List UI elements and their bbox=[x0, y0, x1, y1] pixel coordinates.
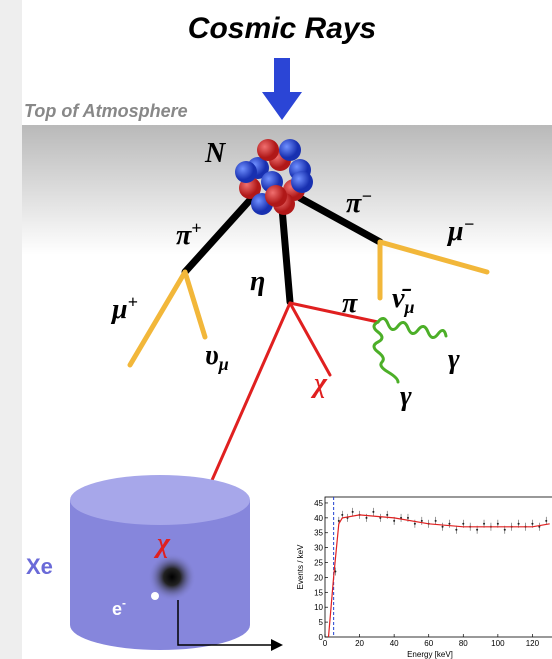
data-point bbox=[504, 529, 506, 531]
data-point bbox=[476, 529, 478, 531]
x-tick-label: 60 bbox=[424, 639, 433, 648]
cylinder-top bbox=[70, 475, 250, 525]
nucleon bbox=[257, 139, 279, 161]
data-point bbox=[372, 511, 374, 513]
data-point bbox=[414, 523, 416, 525]
data-point bbox=[531, 523, 533, 525]
data-point bbox=[483, 523, 485, 525]
data-point bbox=[442, 526, 444, 528]
y-tick-label: 35 bbox=[314, 529, 323, 538]
data-point bbox=[462, 523, 464, 525]
label-pi: π bbox=[342, 288, 358, 319]
y-tick-label: 20 bbox=[314, 573, 323, 582]
x-tick-label: 80 bbox=[459, 639, 468, 648]
data-point bbox=[421, 520, 423, 522]
x-tick-label: 100 bbox=[491, 639, 505, 648]
data-point bbox=[518, 523, 520, 525]
diagram: Cosmic Rays Top of Atmosphere N π+ π− μ−… bbox=[0, 0, 552, 659]
nucleon bbox=[291, 171, 313, 193]
label-gamma: γ bbox=[400, 381, 412, 412]
x-axis-label: Energy [keV] bbox=[407, 650, 453, 659]
data-point bbox=[545, 520, 547, 522]
data-point bbox=[341, 514, 343, 516]
data-point bbox=[435, 520, 437, 522]
label-nucleus: N bbox=[204, 138, 227, 169]
y-tick-label: 40 bbox=[314, 514, 323, 523]
title: Cosmic Rays bbox=[188, 12, 376, 45]
data-point bbox=[386, 514, 388, 516]
y-tick-label: 15 bbox=[314, 588, 323, 597]
data-point bbox=[407, 517, 409, 519]
x-tick-label: 40 bbox=[390, 639, 399, 648]
y-axis-label: Events / keV bbox=[296, 544, 305, 590]
data-point bbox=[352, 511, 354, 513]
label-eta: η bbox=[250, 266, 265, 297]
data-point bbox=[497, 523, 499, 525]
nucleon bbox=[279, 139, 301, 161]
data-point bbox=[448, 523, 450, 525]
electron bbox=[151, 592, 159, 600]
y-tick-label: 10 bbox=[314, 603, 323, 612]
inset-plot: Events / keV Energy [keV] 0 5 10 15 20 25 30 35… bbox=[290, 490, 552, 659]
data-point bbox=[455, 529, 457, 531]
data-point bbox=[365, 517, 367, 519]
y-tick-label: 25 bbox=[314, 559, 323, 568]
detector-label: Xe bbox=[26, 554, 53, 579]
x-tick-label: 20 bbox=[355, 639, 364, 648]
data-point bbox=[393, 520, 395, 522]
y-tick-label: 45 bbox=[314, 499, 323, 508]
nucleon bbox=[235, 161, 257, 183]
x-tick-label: 120 bbox=[526, 639, 540, 648]
label-gamma: γ bbox=[448, 344, 460, 375]
nucleon bbox=[265, 185, 287, 207]
y-tick-label: 30 bbox=[314, 544, 323, 553]
x-tick-label: 0 bbox=[323, 639, 328, 648]
atmosphere-label: Top of Atmosphere bbox=[24, 101, 188, 121]
y-tick-label: 5 bbox=[319, 618, 324, 627]
